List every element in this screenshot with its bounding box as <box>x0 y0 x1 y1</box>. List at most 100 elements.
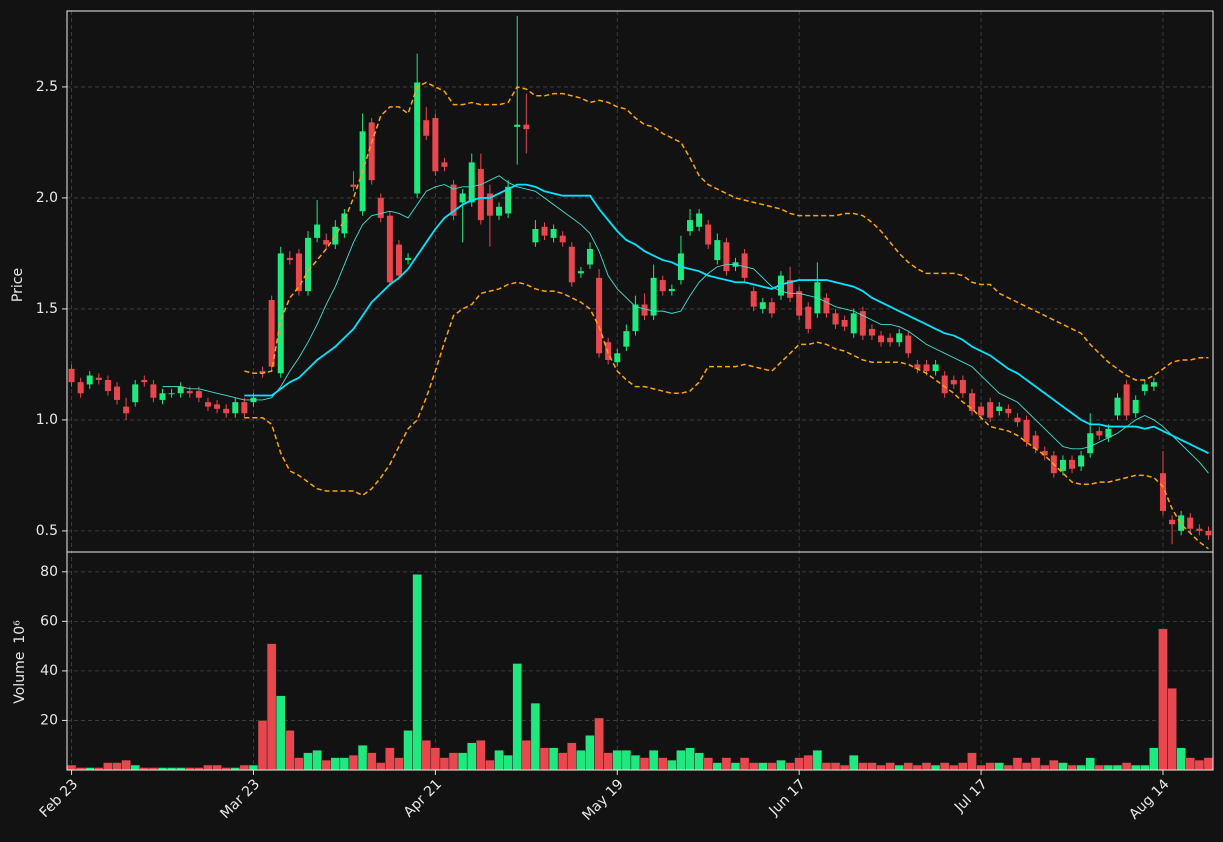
candle-body <box>978 406 985 416</box>
candle-body <box>1123 384 1130 416</box>
candle-body <box>377 197 384 218</box>
volume-bar <box>457 752 468 771</box>
candle-body <box>441 162 448 167</box>
volume-bar <box>1130 764 1141 771</box>
volume-bar <box>839 764 850 771</box>
candle-body <box>823 297 830 314</box>
volume-bar <box>485 759 495 771</box>
volume-bar <box>1012 757 1023 771</box>
candle-body <box>232 402 239 414</box>
volume-bar <box>512 663 523 771</box>
volume-bar <box>1076 764 1086 771</box>
volume-bar <box>1103 764 1114 771</box>
candle-body <box>432 118 439 172</box>
candle-body <box>1059 459 1066 471</box>
volume-bar <box>1067 764 1077 771</box>
candle-body <box>1196 528 1203 531</box>
candle-body <box>241 402 248 414</box>
candle-body <box>950 379 957 385</box>
y-tick-label: 0.5 <box>36 523 58 539</box>
candle-body <box>996 406 1003 412</box>
volume-bar <box>912 764 923 771</box>
candle-body <box>177 386 184 394</box>
candle-body <box>705 224 712 245</box>
candle-body <box>1114 397 1121 416</box>
volume-bar <box>885 762 895 771</box>
volume-bar <box>685 747 695 771</box>
candle-body <box>623 331 630 347</box>
candle-body <box>86 375 93 385</box>
candle-body <box>832 313 839 325</box>
y-tick-label: 60 <box>40 613 58 629</box>
volume-bar <box>330 757 341 771</box>
volume-bar <box>576 749 586 771</box>
volume-bar <box>830 762 841 771</box>
candle-body <box>932 364 939 372</box>
candle-body <box>777 275 784 296</box>
volume-bar <box>757 762 768 771</box>
candle-body <box>395 244 402 276</box>
volume-bar <box>967 752 977 771</box>
volume-bar <box>66 764 77 771</box>
indicator-line <box>244 281 1209 550</box>
volume-bar <box>603 752 613 771</box>
volume-bar <box>730 762 741 771</box>
candle-body <box>914 364 921 369</box>
candle-body <box>1069 459 1076 469</box>
candle-body <box>514 124 521 127</box>
candle-body <box>787 280 794 298</box>
candle-body <box>850 313 857 334</box>
candle-body <box>95 377 102 380</box>
volume-bar <box>466 742 477 771</box>
volume-bar <box>930 764 941 771</box>
candle-body <box>123 406 130 414</box>
candle-body <box>1096 431 1103 436</box>
candle-body <box>941 375 948 394</box>
candle-body <box>523 124 530 130</box>
volume-bar <box>566 742 577 771</box>
volume-bar <box>266 643 277 771</box>
volume-bar <box>494 749 504 771</box>
volume-bar <box>639 757 650 771</box>
candle-body <box>295 253 302 292</box>
candle-body <box>141 379 148 383</box>
y-tick-label: 40 <box>40 663 58 679</box>
volume-bar <box>1094 764 1105 771</box>
candle-body <box>1141 384 1148 392</box>
volume-bar <box>903 762 914 771</box>
candle-body <box>132 384 139 403</box>
volume-bar <box>657 757 668 771</box>
volume-bar <box>257 720 268 771</box>
candle-body <box>450 184 457 216</box>
candle-body <box>186 391 193 394</box>
candle-body <box>1005 408 1012 414</box>
volume-bar <box>312 749 322 771</box>
candle-body <box>305 237 312 292</box>
volume-bar <box>721 757 732 771</box>
candle-body <box>1132 399 1139 414</box>
candle-body <box>341 213 348 234</box>
volume-bar <box>1203 757 1214 771</box>
volume-bar <box>667 759 677 771</box>
candle-body <box>714 240 721 261</box>
volume-bar <box>203 764 213 771</box>
candle-body <box>959 379 966 394</box>
volume-bar <box>1039 764 1050 771</box>
volume-bar <box>812 749 823 771</box>
volume-bar <box>630 754 641 771</box>
volume-bar <box>421 740 432 771</box>
candle-body <box>796 291 803 316</box>
candle-body <box>405 257 412 261</box>
volume-bar <box>557 752 568 771</box>
volume-bar <box>476 740 486 771</box>
candle-body <box>1159 473 1166 511</box>
volume-bar <box>403 730 413 771</box>
candle-body <box>268 300 275 367</box>
volume-bar <box>867 762 877 771</box>
candle-body <box>687 220 694 232</box>
candle-body <box>905 335 912 354</box>
volume-bar <box>776 759 786 771</box>
volume-bar <box>1049 759 1059 771</box>
volume-bar <box>1149 747 1159 771</box>
